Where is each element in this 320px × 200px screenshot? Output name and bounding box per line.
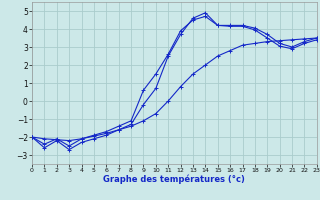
- X-axis label: Graphe des températures (°c): Graphe des températures (°c): [103, 175, 245, 184]
